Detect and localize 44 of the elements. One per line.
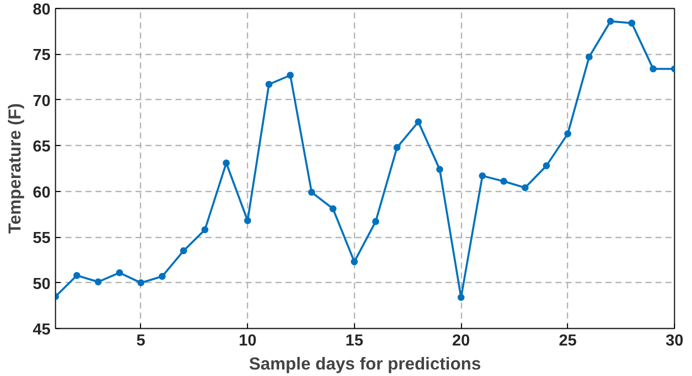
point xyxy=(94,278,102,286)
point xyxy=(201,226,208,234)
point xyxy=(628,20,636,27)
y-tick-label: 65 xyxy=(32,138,51,156)
point xyxy=(222,160,230,167)
y-tick-label: 80 xyxy=(32,2,51,18)
point xyxy=(478,172,486,180)
point xyxy=(158,272,166,280)
y-tick-label: 50 xyxy=(32,276,51,293)
y-tick-label: 70 xyxy=(32,92,51,110)
point xyxy=(606,18,614,25)
point xyxy=(394,144,401,151)
x-axis-title: Sample days for predictions xyxy=(248,354,482,374)
x-tick-label: 15 xyxy=(345,332,364,350)
point xyxy=(522,184,529,192)
point xyxy=(372,218,380,226)
y-tick-label: 60 xyxy=(32,184,51,202)
point xyxy=(116,269,124,276)
point xyxy=(137,279,144,286)
point xyxy=(650,65,657,72)
x-tick-label: 20 xyxy=(452,332,470,350)
point xyxy=(542,162,550,170)
y-tick-label: 55 xyxy=(32,230,51,248)
point xyxy=(73,272,80,279)
point xyxy=(500,178,508,185)
point xyxy=(265,80,272,88)
point xyxy=(586,53,593,60)
point xyxy=(329,205,336,212)
y-tick-label: 75 xyxy=(32,47,51,64)
point xyxy=(350,258,358,266)
point xyxy=(436,166,444,173)
point xyxy=(180,247,188,254)
x-tick-label: 30 xyxy=(666,332,684,350)
point xyxy=(244,217,252,224)
point xyxy=(458,294,465,301)
x-tick-label: 5 xyxy=(136,332,146,350)
point xyxy=(564,130,572,138)
x-tick-label: 10 xyxy=(238,332,257,350)
point xyxy=(308,188,316,196)
point xyxy=(414,118,422,126)
y-axis-title: Temperature (F) xyxy=(4,103,25,234)
x-tick-label: 25 xyxy=(558,332,577,350)
point xyxy=(286,72,294,79)
y-tick-label: 45 xyxy=(32,322,51,338)
